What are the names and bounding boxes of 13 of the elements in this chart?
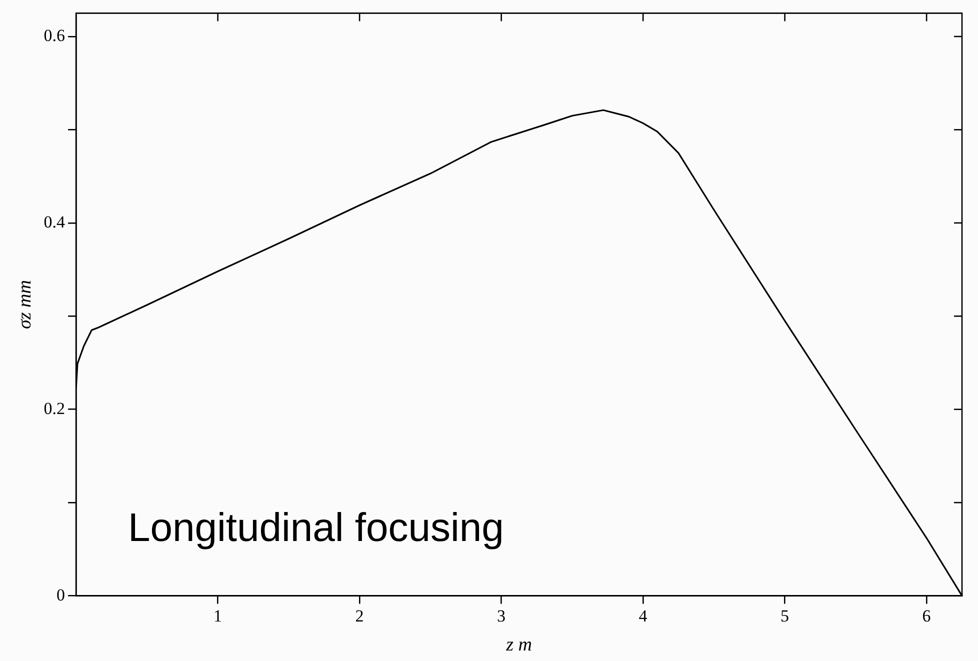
- x-tick-label: 4: [638, 606, 648, 626]
- x-axis-title: z m: [505, 634, 532, 656]
- y-tick-label: 0.4: [44, 212, 66, 232]
- annotation: Longitudinal focusing: [128, 506, 504, 550]
- x-tick-label: 6: [922, 606, 931, 626]
- x-tick-label: 2: [355, 606, 364, 626]
- x-tick-label: 3: [497, 606, 506, 626]
- y-tick-label: 0.6: [44, 26, 66, 45]
- x-tick-label: 5: [780, 606, 790, 626]
- y-tick-label: 0.2: [44, 398, 66, 418]
- y-axis-title: σz mm: [14, 280, 36, 329]
- x-tick-label: 1: [214, 606, 222, 626]
- y-tick-label: 0: [56, 585, 66, 604]
